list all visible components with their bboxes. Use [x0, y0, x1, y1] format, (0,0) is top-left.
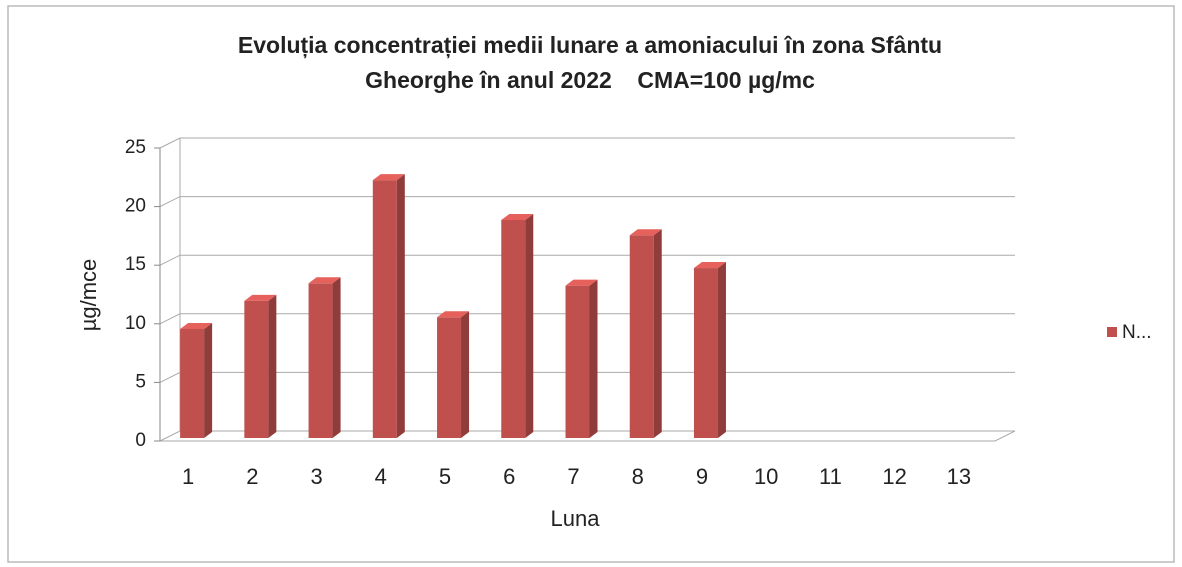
bar-side	[268, 294, 277, 438]
bar-top	[437, 311, 470, 318]
x-tick-label: 13	[947, 464, 971, 489]
bar-top	[629, 229, 662, 236]
x-tick-label: 2	[246, 464, 258, 489]
bar-top	[372, 174, 405, 181]
bar	[180, 329, 205, 438]
x-tick-label: 4	[375, 464, 387, 489]
x-tick-label: 10	[754, 464, 778, 489]
bar	[629, 235, 654, 438]
bar-top	[565, 279, 598, 286]
y-tick-label: 5	[135, 371, 146, 392]
x-tick-label: 1	[182, 464, 194, 489]
x-tick-label: 9	[696, 464, 708, 489]
y-tick-label: 25	[125, 137, 146, 158]
x-tick-label: 7	[567, 464, 579, 489]
bar-side	[461, 311, 470, 438]
floor-line	[160, 430, 1016, 442]
bar	[372, 180, 397, 438]
bar-top	[693, 262, 726, 269]
bar	[437, 317, 462, 438]
x-tick-label: 5	[439, 464, 451, 489]
bar	[501, 220, 526, 438]
bar-top	[501, 214, 534, 221]
bar-side	[653, 229, 662, 438]
grid-line	[159, 371, 1015, 383]
x-tick-label: 6	[503, 464, 515, 489]
bar-top	[308, 277, 341, 284]
bar-side	[396, 174, 405, 438]
chart-title: Gheorghe în anul 2022 CMA=100 µg/mc	[365, 67, 815, 93]
chart-title: Evoluția concentrației medii lunare a am…	[238, 32, 942, 59]
y-tick-label: 10	[125, 313, 146, 334]
bar-top	[244, 294, 277, 301]
grid-line	[159, 313, 1015, 325]
legend-label: N...	[1122, 322, 1152, 343]
y-tick-label: 0	[135, 430, 146, 451]
x-tick-label: 8	[632, 464, 644, 489]
bar-side	[717, 262, 726, 438]
y-axis-label: µg/mce	[76, 259, 101, 332]
bar-top	[180, 323, 213, 330]
bar	[693, 268, 718, 438]
grid-line	[159, 254, 1015, 266]
bar-side	[204, 323, 213, 438]
bar	[308, 283, 333, 438]
grid-line	[159, 137, 1015, 149]
bar	[565, 285, 590, 438]
bar-side	[332, 277, 341, 438]
y-tick-label: 20	[125, 196, 146, 217]
x-tick-label: 3	[310, 464, 322, 489]
y-tick-label: 15	[125, 254, 146, 275]
x-tick-label: 11	[819, 464, 842, 489]
grid-line	[159, 196, 1015, 208]
grid-line	[159, 430, 1015, 442]
legend-swatch	[1107, 327, 1117, 337]
bar	[244, 300, 269, 438]
x-axis-label: Luna	[551, 506, 601, 531]
bar-side	[525, 214, 534, 438]
bar-side	[589, 279, 598, 438]
x-tick-label: 12	[882, 464, 906, 489]
